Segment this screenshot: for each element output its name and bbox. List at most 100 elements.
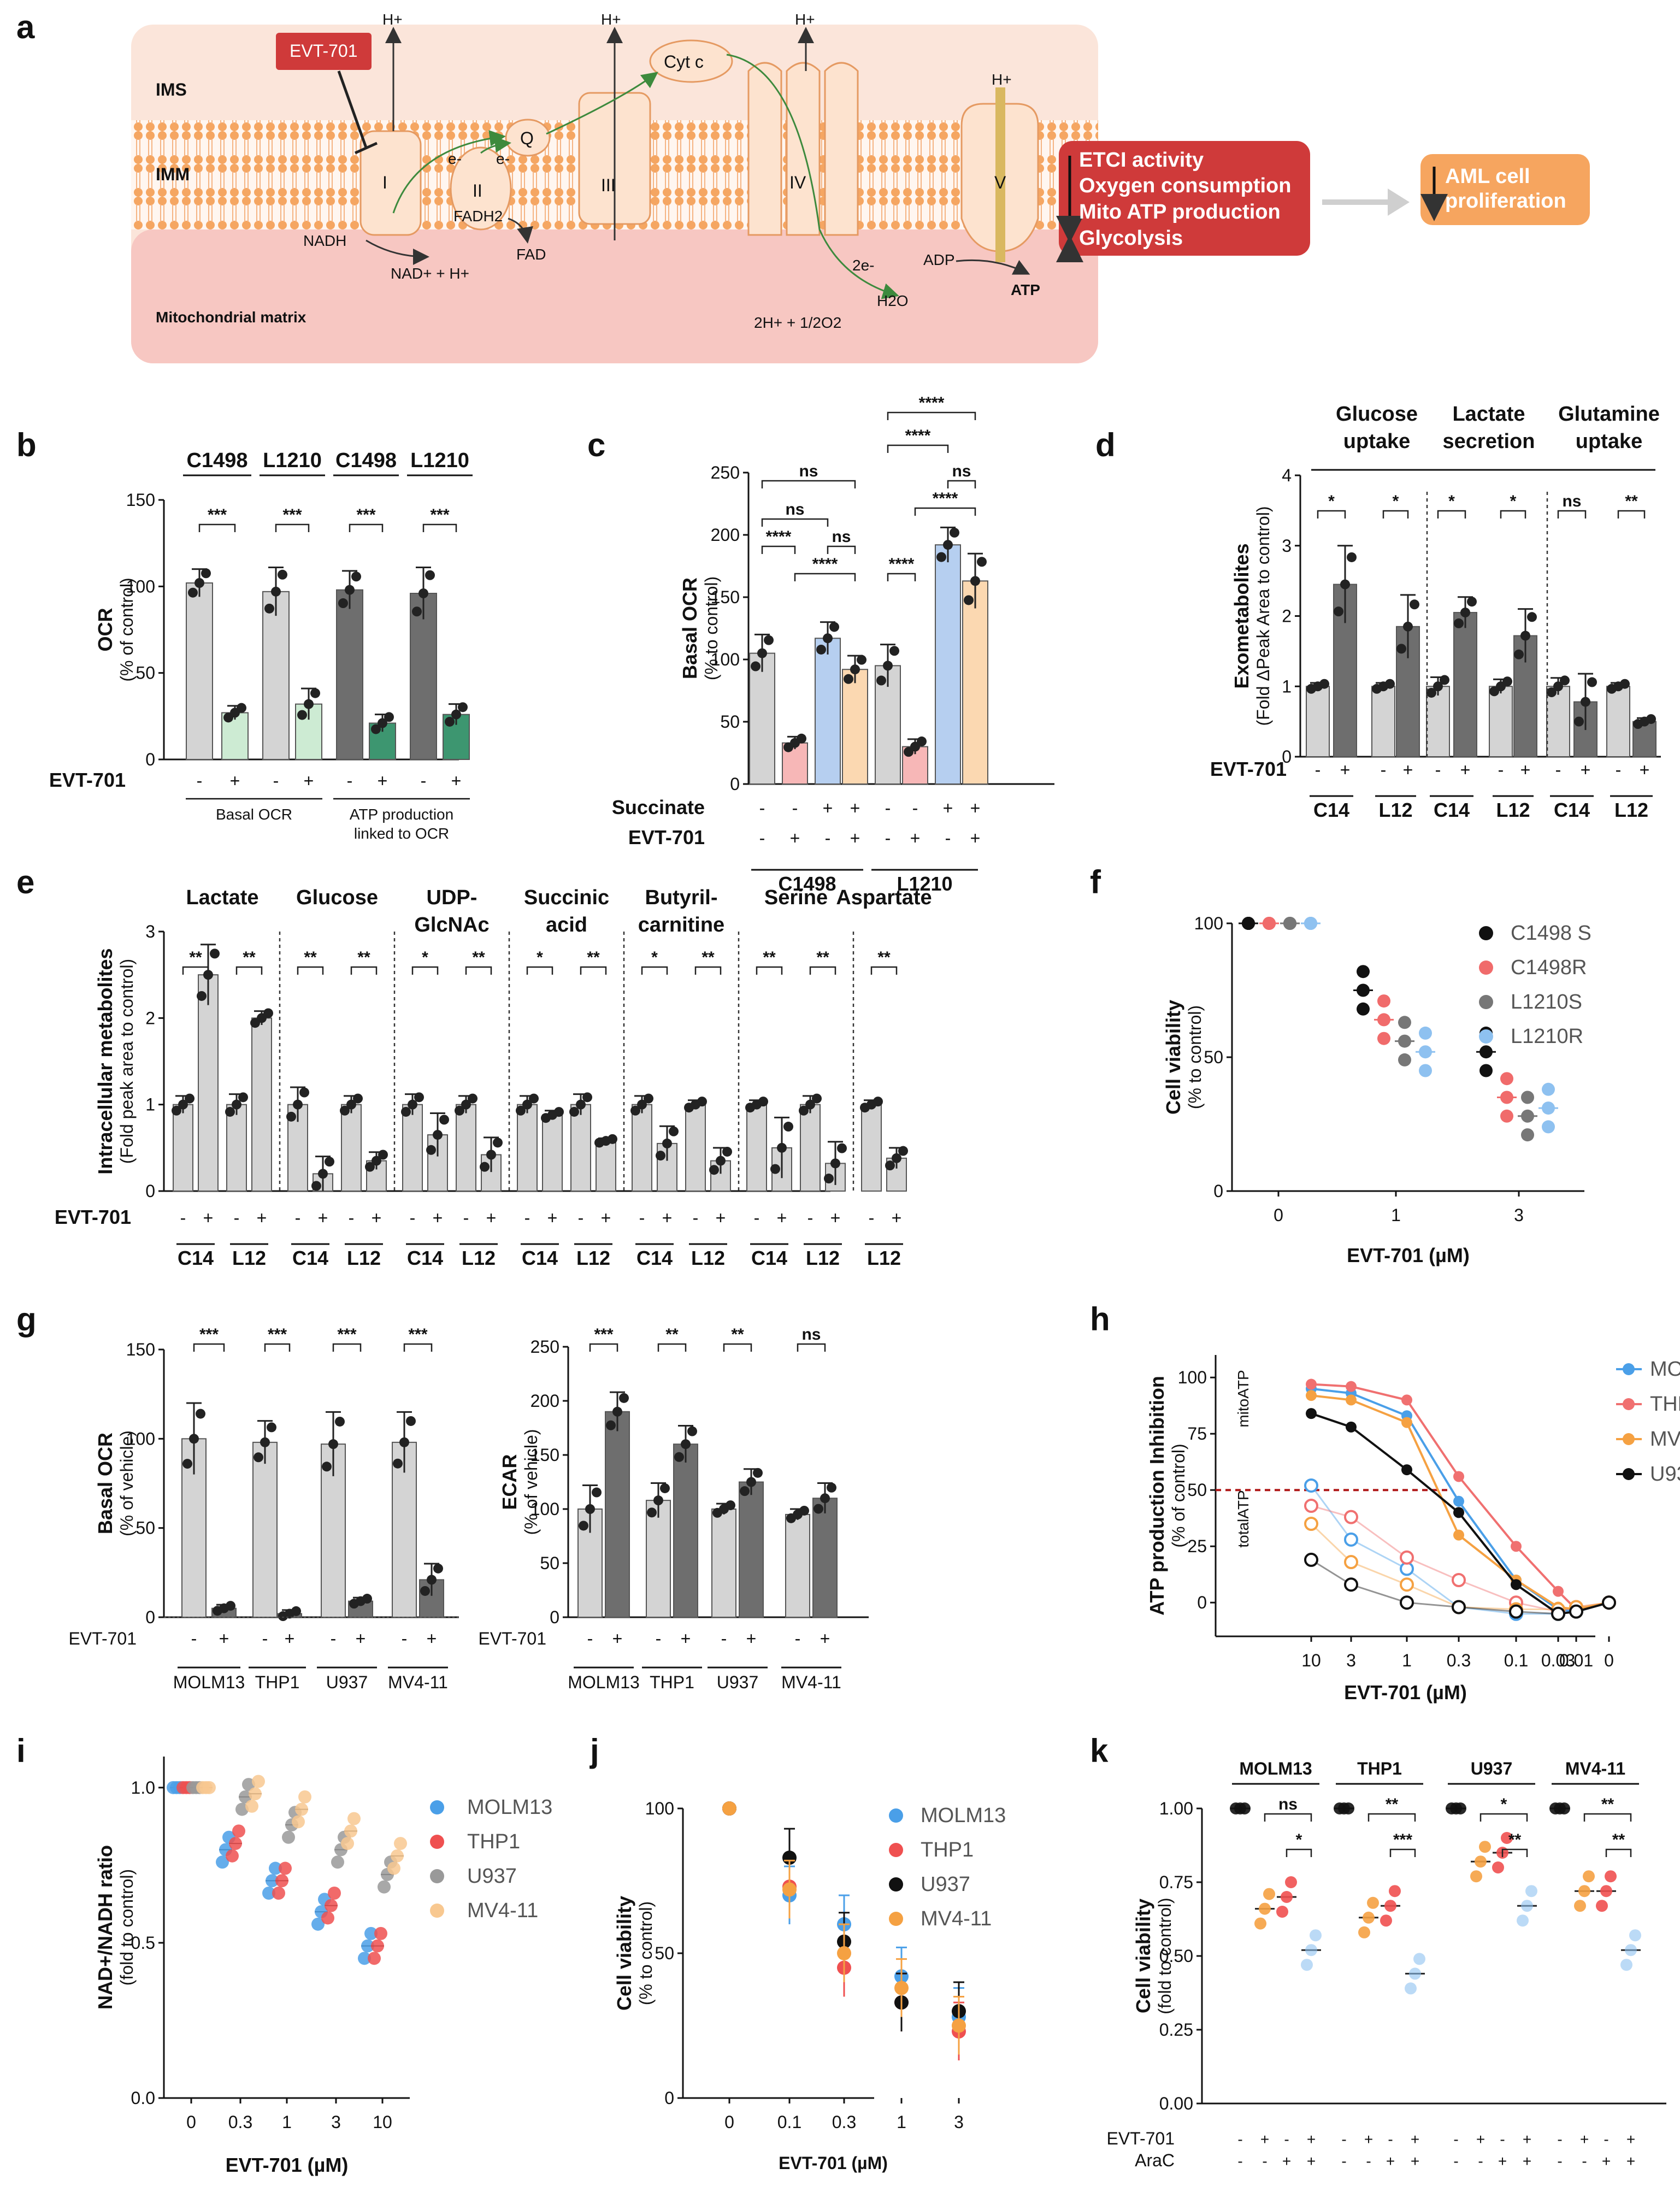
effects-box — [1059, 141, 1310, 256]
k-sig-label: ** — [1601, 1795, 1614, 1813]
k-ylabel-sub: (fold to control) — [1155, 1898, 1175, 2014]
e-sig-label: ** — [877, 948, 891, 967]
e-sig-bracket — [756, 966, 783, 975]
k-datapoint — [1600, 1885, 1612, 1898]
k-datapoint — [1492, 1861, 1504, 1873]
e-treatment-sign: - — [639, 1208, 645, 1228]
f-xtick-label: 0 — [1274, 1205, 1283, 1225]
k-sig-label: *** — [1393, 1831, 1412, 1849]
h-ytick-label: 25 — [1187, 1536, 1207, 1556]
k-datapoint — [1281, 1891, 1293, 1903]
g2-treatment-sign: - — [656, 1629, 662, 1648]
k-sig-label: ns — [1278, 1795, 1298, 1813]
g2-datapoint — [681, 1439, 691, 1449]
k-treatment-sign: + — [1411, 2153, 1419, 2170]
i-datapoint — [331, 1855, 344, 1869]
b-sig-label: *** — [356, 506, 375, 524]
d-bar — [1606, 686, 1630, 757]
proton-label-1: H+ — [382, 11, 403, 28]
g2-treatment-sign: + — [681, 1629, 691, 1648]
k-ytick-label: 0.75 — [1159, 1872, 1193, 1892]
k-treatment-sign: + — [1364, 2131, 1373, 2148]
j-legend-label: U937 — [921, 1873, 970, 1896]
d-sig-bracket — [1500, 510, 1526, 518]
k-treatment-sign: - — [1604, 2131, 1608, 2148]
b-datapoint — [425, 570, 435, 580]
b-treatment-sign: + — [230, 771, 240, 791]
g1-sig-bracket — [403, 1343, 433, 1352]
i-datapoint — [262, 1887, 275, 1900]
h-total-point — [1400, 1577, 1414, 1592]
k-datapoint — [1276, 1906, 1288, 1918]
i-datapoint — [216, 1855, 229, 1869]
d-treatment-sign: - — [1555, 760, 1561, 780]
c-treatment-sign: - — [792, 798, 798, 818]
g2-ytick-label: 50 — [540, 1553, 559, 1573]
f-datapoint — [1357, 965, 1370, 979]
e-group-label: C14 — [522, 1247, 558, 1269]
c-treatment-sign: - — [885, 828, 891, 848]
e-datapoint — [554, 1107, 564, 1117]
e-treatment-sign: - — [180, 1208, 186, 1228]
f-datapoint — [1479, 1045, 1493, 1059]
g2-treatment-sign: - — [721, 1629, 727, 1648]
complex-i-label: I — [382, 173, 387, 192]
f-datapoint — [1398, 1016, 1411, 1029]
e-datapoint — [569, 1106, 579, 1117]
g2-treatment-sign: + — [746, 1629, 757, 1648]
k-sig-bracket — [1605, 1848, 1632, 1857]
g1-sig-bracket — [332, 1343, 362, 1352]
j-datapoint — [952, 2018, 966, 2033]
f-datapoint — [1398, 1034, 1411, 1048]
e-sig-label: ** — [243, 948, 256, 967]
b-datapoint — [264, 603, 274, 614]
c-sig-label: ns — [799, 462, 818, 480]
i-datapoint — [279, 1861, 292, 1875]
i-datapoint — [311, 1917, 325, 1931]
k-treatment-sign: + — [1411, 2131, 1419, 2148]
k-sig-label: ** — [1386, 1795, 1399, 1813]
g2-datapoint — [660, 1483, 670, 1493]
k-treatment-sign: - — [1557, 2131, 1562, 2148]
c-treatment-sign: - — [759, 828, 765, 848]
d-sig-label: * — [1393, 492, 1399, 510]
g1-treatment-sign: - — [191, 1629, 197, 1648]
h-annotation: totalATP — [1235, 1490, 1252, 1547]
atp-synthase-stalk — [995, 87, 1005, 262]
i-datapoint — [232, 1824, 245, 1838]
f-legend-label: C1498R — [1511, 956, 1587, 979]
e-treatment-sign: + — [830, 1208, 841, 1228]
b-datapoint — [297, 710, 307, 720]
d-sig-bracket — [1317, 510, 1346, 518]
d-treatment-sign: + — [1340, 760, 1351, 780]
h-total-point — [1551, 1606, 1565, 1621]
evt701-inhibitor-label: EVT-701 — [290, 41, 358, 61]
f-ytick-label: 0 — [1213, 1181, 1223, 1201]
i-datapoint — [374, 1926, 387, 1940]
e-datapoint — [830, 1158, 840, 1169]
i-datapoint — [341, 1837, 354, 1851]
j-legend-label: THP1 — [921, 1839, 974, 1861]
d-sig-label: ** — [1625, 492, 1638, 510]
f-datapoint — [1263, 917, 1276, 930]
c-datapoint — [823, 633, 833, 644]
i-legend-label: THP1 — [467, 1830, 520, 1853]
k-datapoint — [1305, 1944, 1317, 1957]
e-datapoint — [408, 1099, 417, 1110]
g2-ylabel: ECAR — [498, 1454, 521, 1510]
d-treatment-sign: - — [1435, 760, 1441, 780]
i-datapoint — [391, 1849, 404, 1863]
h-legend-marker — [1623, 1433, 1635, 1445]
e-sig-label: ** — [472, 948, 485, 967]
d-treatment-sign: - — [1616, 760, 1622, 780]
i-datapoint — [347, 1812, 361, 1825]
e-header: carnitine — [638, 914, 724, 936]
c-datapoint — [797, 733, 806, 744]
inhibition-bar — [354, 142, 378, 155]
h-mito-point — [1306, 1390, 1317, 1401]
e-bar — [517, 1104, 538, 1192]
h-total-point — [1509, 1604, 1523, 1619]
g2-treatment-label: EVT-701 — [478, 1629, 546, 1648]
e-group-label: L12 — [576, 1247, 610, 1269]
